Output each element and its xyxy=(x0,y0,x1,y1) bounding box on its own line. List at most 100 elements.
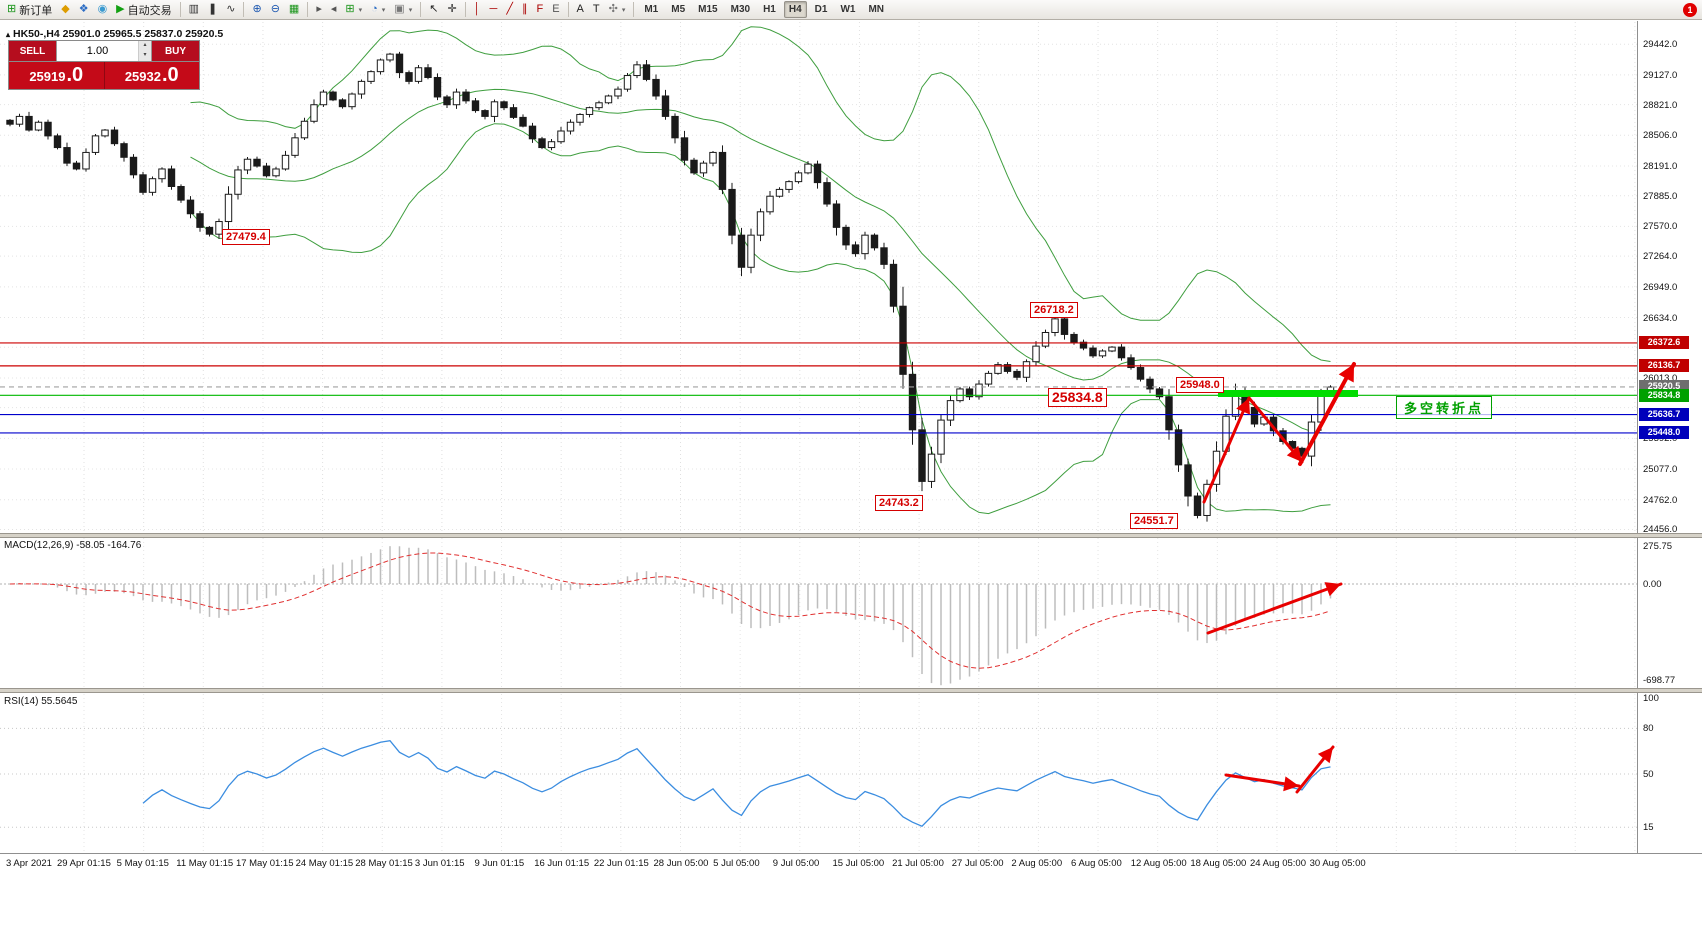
timeframe-m30[interactable]: M30 xyxy=(730,4,751,15)
elliott-icon[interactable]: E xyxy=(548,0,563,19)
timeframe-m15[interactable]: M15 xyxy=(698,4,718,15)
rsi-axis-label: 15 xyxy=(1643,822,1654,834)
auto-scroll-icon[interactable]: ▸ xyxy=(312,0,326,19)
volume-decrease-button[interactable]: ▾ xyxy=(139,51,151,61)
turning-point-annotation[interactable]: 多空转折点 xyxy=(1396,396,1493,419)
templates-icon[interactable]: ▣ ▾ xyxy=(390,0,416,19)
navigator-icon[interactable]: ◉ xyxy=(94,0,112,19)
price-callout[interactable]: 27479.4 xyxy=(222,229,270,245)
timeframe-mn[interactable]: MN xyxy=(868,4,885,15)
line-chart-icon[interactable]: ∿ xyxy=(222,0,239,19)
volume-input[interactable] xyxy=(57,41,138,61)
sell-price[interactable]: 25919.0 xyxy=(9,62,105,89)
rsi-label: RSI(14) 55.5645 xyxy=(4,696,78,707)
vertical-line-icon: │ xyxy=(473,3,481,15)
price-axis-label: 27570.0 xyxy=(1643,221,1678,233)
zoom-in-icon[interactable]: ⊕ xyxy=(248,0,265,19)
macd-label: MACD(12,26,9) -58.05 -164.76 xyxy=(4,540,142,551)
price-callout[interactable]: 26718.2 xyxy=(1030,302,1078,318)
panel-separator[interactable] xyxy=(0,533,1702,538)
periods-icon[interactable]: ◔ ▾ xyxy=(367,0,389,19)
autotrading-button[interactable]: ▶ 自动交易 xyxy=(116,3,172,17)
time-axis-label: 5 Jul 05:00 xyxy=(713,858,760,869)
autotrading-icon: ▶ xyxy=(116,3,125,15)
vertical-line-icon[interactable]: │ xyxy=(470,0,485,19)
fibonacci-icon[interactable]: F xyxy=(532,0,547,19)
market-watch-icon[interactable]: ◆ xyxy=(57,0,73,19)
chevron-down-icon: ▾ xyxy=(621,6,626,14)
tile-windows-icon: ▦ xyxy=(288,3,300,15)
price-tag: 25448.0 xyxy=(1639,426,1689,440)
time-axis-label: 3 Jun 01:15 xyxy=(414,858,465,869)
toolbar-separator xyxy=(179,2,181,17)
price-tag: 25834.8 xyxy=(1639,388,1689,402)
indicators-icon[interactable]: ⊞ ▾ xyxy=(341,0,366,19)
zoom-out-icon: ⊖ xyxy=(270,3,280,15)
time-axis-label: 6 Aug 05:00 xyxy=(1071,858,1122,869)
ohlc-bars-icon: ▥ xyxy=(188,3,200,15)
timeframe-w1[interactable]: W1 xyxy=(840,4,856,15)
price-callout[interactable]: 24743.2 xyxy=(875,495,923,511)
price-chart[interactable] xyxy=(0,22,1637,533)
time-axis-label: 11 May 01:15 xyxy=(176,858,234,869)
price-tag: 26136.7 xyxy=(1639,359,1689,373)
macd-axis-label: 0.00 xyxy=(1643,579,1662,591)
candlestick-icon[interactable]: ❚ xyxy=(204,0,221,19)
price-axis-label: 24762.0 xyxy=(1643,494,1678,506)
templates-icon: ▣ xyxy=(394,3,405,15)
tile-windows-icon[interactable]: ▦ xyxy=(285,0,303,19)
time-axis-label: 22 Jun 01:15 xyxy=(593,858,649,869)
zoom-in-icon: ⊕ xyxy=(252,3,262,15)
price-callout[interactable]: 24551.7 xyxy=(1130,513,1178,529)
data-window-icon[interactable]: ❖ xyxy=(75,0,93,19)
arrows-icon: ✣ xyxy=(608,3,618,15)
rsi-axis-label: 100 xyxy=(1643,693,1659,704)
buy-button[interactable]: BUY xyxy=(152,41,199,61)
chevron-down-icon: ▾ xyxy=(408,6,413,14)
symbol-ohlc-text: HK50-,H4 25901.0 25965.5 25837.0 25920.5 xyxy=(13,28,224,40)
volume-increase-button[interactable]: ▴ xyxy=(139,41,151,51)
time-axis[interactable]: 3 Apr 2021 29 Apr 01:15 5 May 01:15 11 May … xyxy=(0,853,1702,875)
timeframe-m5[interactable]: M5 xyxy=(671,4,686,15)
price-callout[interactable]: 25834.8 xyxy=(1048,388,1107,407)
crosshair-icon[interactable]: ✛ xyxy=(443,0,460,19)
new-order-button[interactable]: ⊞ 新订单 xyxy=(7,3,53,17)
ohlc-bars-icon[interactable]: ▥ xyxy=(185,0,203,19)
cursor-icon[interactable]: ↖ xyxy=(425,0,442,19)
horizontal-line-icon[interactable]: ─ xyxy=(486,0,502,19)
timeframe-h4[interactable]: H4 xyxy=(783,1,807,18)
chart-area[interactable]: ▴ HK50-,H4 25901.0 25965.5 25837.0 25920.… xyxy=(0,22,1637,533)
rsi-chart[interactable] xyxy=(0,694,1637,853)
timeframe-d1[interactable]: D1 xyxy=(814,4,828,15)
periods-icon: ◔ xyxy=(371,3,378,15)
chevron-down-icon: ▾ xyxy=(381,6,386,14)
text-icon[interactable]: A xyxy=(573,0,588,19)
sell-button[interactable]: SELL xyxy=(9,41,56,61)
text-label-icon: T xyxy=(592,3,600,15)
macd-chart[interactable] xyxy=(0,538,1637,688)
panel-separator[interactable] xyxy=(0,688,1702,693)
channel-icon: ∥ xyxy=(521,3,528,15)
notification-badge[interactable]: 1 xyxy=(1683,3,1697,17)
toolbar-separator xyxy=(243,2,245,17)
channel-icon[interactable]: ∥ xyxy=(518,0,532,19)
price-axis-label: 29127.0 xyxy=(1643,69,1678,81)
text-label-icon[interactable]: T xyxy=(589,0,604,19)
price-axis-label: 27885.0 xyxy=(1643,190,1678,202)
trendline-icon[interactable]: ╱ xyxy=(502,0,517,19)
timeframe-h1[interactable]: H1 xyxy=(763,4,776,15)
price-tag: 26372.6 xyxy=(1639,336,1689,350)
price-callout[interactable]: 25948.0 xyxy=(1176,377,1224,393)
navigator-icon: ◉ xyxy=(97,3,108,15)
macd-axis-label: 275.75 xyxy=(1643,540,1673,552)
chart-shift-icon[interactable]: ◂ xyxy=(327,0,341,19)
buy-price[interactable]: 25932.0 xyxy=(104,62,199,89)
zoom-out-icon[interactable]: ⊖ xyxy=(267,0,284,19)
arrows-icon[interactable]: ✣ ▾ xyxy=(605,0,630,19)
time-axis-label: 21 Jul 05:00 xyxy=(892,858,944,869)
timeframe-m1[interactable]: M1 xyxy=(644,4,659,15)
auto-scroll-icon: ▸ xyxy=(316,3,322,15)
price-axis[interactable]: 29442.0 29127.0 28821.0 28506.0 28191.0 27885… xyxy=(1637,21,1702,853)
price-axis-label: 28506.0 xyxy=(1643,130,1678,142)
